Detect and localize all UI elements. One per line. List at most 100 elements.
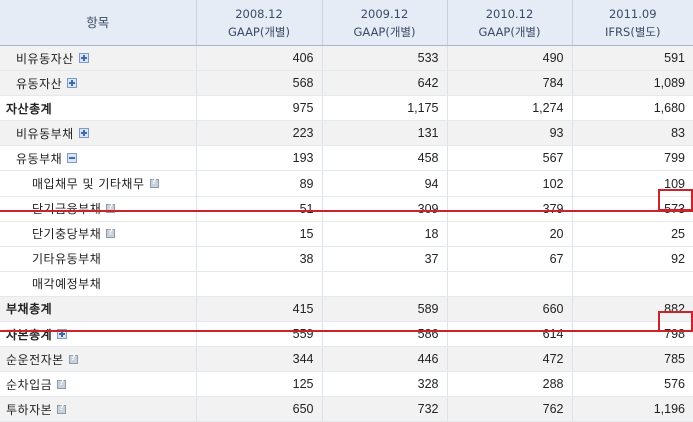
- value-cell: 614: [447, 322, 572, 347]
- row-label-cell: 기타유동부채: [0, 246, 196, 271]
- table-row: 투하자본 650 732 762 1,196: [0, 397, 693, 422]
- help-icon[interactable]: [57, 405, 66, 414]
- highlight-box-total-equity: [658, 311, 693, 332]
- expand-plus-icon[interactable]: [79, 53, 89, 63]
- value-cell: 15: [196, 221, 322, 246]
- value-cell: 642: [322, 71, 447, 96]
- value-cell: 660: [447, 296, 572, 321]
- value-cell: 38: [196, 246, 322, 271]
- column-basis: GAAP(개별): [448, 23, 572, 41]
- value-cell: 762: [447, 397, 572, 422]
- help-icon[interactable]: [150, 179, 159, 188]
- help-icon[interactable]: [69, 355, 78, 364]
- table-row: 순운전자본 344 446 472 785: [0, 347, 693, 372]
- value-cell: 1,089: [572, 71, 693, 96]
- table-row: 유동부채 193 458 567 799: [0, 146, 693, 171]
- table-row: 비유동부채 223 131 93 83: [0, 121, 693, 146]
- row-label: 기타유동부채: [32, 250, 101, 267]
- help-icon[interactable]: [57, 380, 66, 389]
- value-cell: 20: [447, 221, 572, 246]
- value-cell: 446: [322, 347, 447, 372]
- column-period: 2008.12: [197, 5, 322, 23]
- value-cell: 94: [322, 171, 447, 196]
- highlight-underline-short-term-debt: [0, 210, 693, 212]
- value-cell: 37: [322, 246, 447, 271]
- column-basis: GAAP(개별): [323, 23, 447, 41]
- table-row: 부채총계 415 589 660 882: [0, 296, 693, 321]
- row-label: 매입채무 및 기타채무: [32, 175, 145, 192]
- table-row: 단기충당부채 15 18 20 25: [0, 221, 693, 246]
- row-label: 단기금융부채: [32, 200, 101, 217]
- row-label-cell: 유동부채: [0, 146, 196, 171]
- value-cell: 472: [447, 347, 572, 372]
- value-cell: 1,680: [572, 96, 693, 121]
- row-label: 비유동부채: [16, 125, 74, 142]
- row-label-cell: 매각예정부채: [0, 271, 196, 296]
- row-label-cell: 유동자산: [0, 71, 196, 96]
- value-cell: 102: [447, 171, 572, 196]
- row-label: 비유동자산: [16, 50, 74, 67]
- value-cell: 89: [196, 171, 322, 196]
- value-cell: 223: [196, 121, 322, 146]
- value-cell: 975: [196, 96, 322, 121]
- value-cell: 125: [196, 372, 322, 397]
- value-cell: 288: [447, 372, 572, 397]
- table-row: 기타유동부채 38 37 67 92: [0, 246, 693, 271]
- value-cell: [196, 271, 322, 296]
- row-label-cell: 단기금융부채: [0, 196, 196, 221]
- value-cell: 193: [196, 146, 322, 171]
- value-cell: 589: [322, 296, 447, 321]
- expand-plus-icon[interactable]: [79, 128, 89, 138]
- value-cell: 533: [322, 46, 447, 71]
- table-row: 자본총계 559 586 614 798: [0, 322, 693, 347]
- column-basis: IFRS(별도): [573, 23, 693, 41]
- row-label: 자산총계: [6, 100, 52, 117]
- row-label: 순차입금: [6, 376, 52, 393]
- column-period: 2009.12: [323, 5, 447, 23]
- highlight-underline-total-equity: [0, 330, 693, 332]
- row-label-cell: 투하자본: [0, 397, 196, 422]
- help-icon[interactable]: [106, 229, 115, 238]
- highlight-box-short-term-debt: [658, 189, 693, 211]
- column-period: 2010.12: [448, 5, 572, 23]
- value-cell: 93: [447, 121, 572, 146]
- value-cell: 83: [572, 121, 693, 146]
- value-cell: 92: [572, 246, 693, 271]
- row-label-cell: 비유동부채: [0, 121, 196, 146]
- row-label-cell: 자산총계: [0, 96, 196, 121]
- value-cell: 67: [447, 246, 572, 271]
- value-cell: 131: [322, 121, 447, 146]
- value-cell: [322, 271, 447, 296]
- value-cell: 799: [572, 146, 693, 171]
- value-cell: 25: [572, 221, 693, 246]
- value-cell: 568: [196, 71, 322, 96]
- value-cell: 1,175: [322, 96, 447, 121]
- column-period: 2011.09: [573, 5, 693, 23]
- value-cell: [572, 271, 693, 296]
- row-label-cell: 매입채무 및 기타채무: [0, 171, 196, 196]
- value-cell: 576: [572, 372, 693, 397]
- table-row: 비유동자산 406 533 490 591: [0, 46, 693, 71]
- value-cell: 650: [196, 397, 322, 422]
- value-cell: 732: [322, 397, 447, 422]
- collapse-minus-icon[interactable]: [67, 153, 77, 163]
- table-row: 유동자산 568 642 784 1,089: [0, 71, 693, 96]
- value-cell: 591: [572, 46, 693, 71]
- table-row: 순차입금 125 328 288 576: [0, 372, 693, 397]
- row-label: 투하자본: [6, 401, 52, 418]
- value-cell: 458: [322, 146, 447, 171]
- value-cell: 1,196: [572, 397, 693, 422]
- value-cell: 784: [447, 71, 572, 96]
- row-label-cell: 부채총계: [0, 296, 196, 321]
- row-label-cell: 단기충당부채: [0, 221, 196, 246]
- row-label-cell: 자본총계: [0, 322, 196, 347]
- row-label: 매각예정부채: [32, 275, 101, 292]
- value-cell: 344: [196, 347, 322, 372]
- expand-plus-icon[interactable]: [67, 78, 77, 88]
- value-cell: 18: [322, 221, 447, 246]
- table-row: 단기금융부채 51 309 379 573: [0, 196, 693, 221]
